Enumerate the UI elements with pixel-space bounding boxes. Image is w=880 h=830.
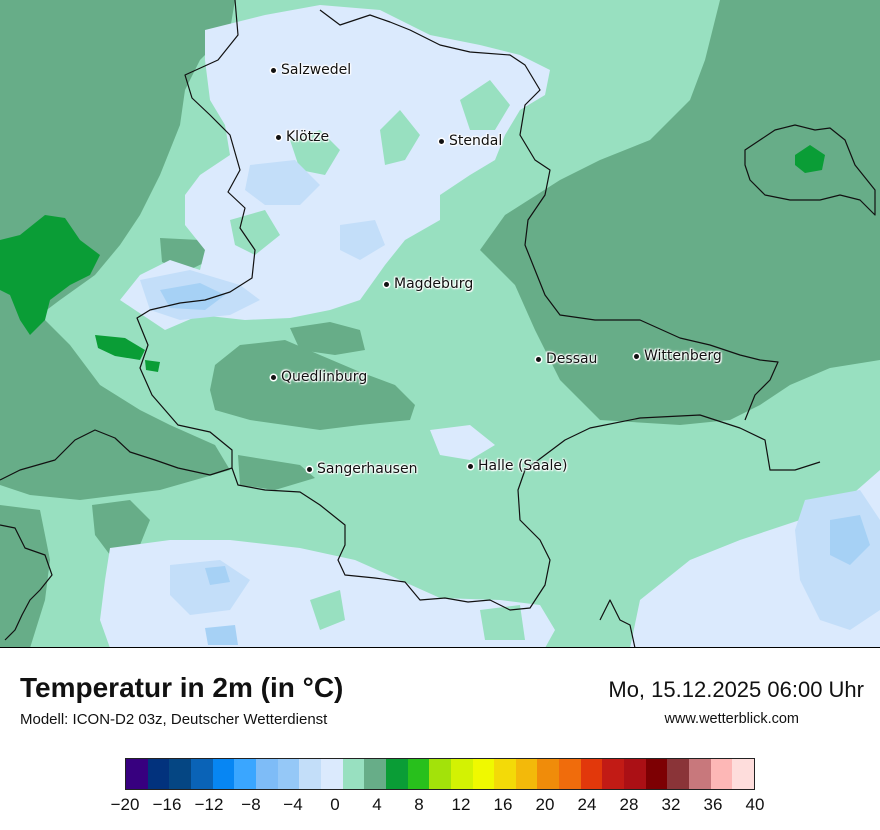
legend-swatch [515,759,538,789]
legend-swatch [407,759,430,789]
city-magdeburg[interactable]: Magdeburg [384,276,473,292]
legend-swatch [602,759,625,789]
cool-areas [160,283,870,645]
legend-swatch [169,759,191,789]
city-label: Halle (Saale) [478,458,568,474]
temperature-field [0,0,880,647]
forecast-datetime: Mo, 15.12.2025 06:00 Uhr [608,677,864,702]
legend-swatch [472,759,495,789]
color-legend [125,758,755,790]
legend-ticks: −20 −16 −12 −8 −4 0 4 8 12 16 20 24 28 32 36 40 [0,795,880,819]
legend-tick-label: −8 [241,795,261,814]
legend-swatch [580,759,603,789]
city-salzwedel[interactable]: Salzwedel [271,62,351,78]
legend-swatch [190,759,213,789]
city-marker-icon [439,138,444,144]
legend-tick-label: 0 [330,795,340,814]
legend-tick-label: −12 [194,795,224,814]
mild-pockets [230,80,525,640]
legend-swatch [732,759,755,789]
city-wittenberg[interactable]: Wittenberg [634,348,722,364]
city-label: Wittenberg [644,348,722,364]
legend-swatch [147,759,170,789]
city-marker-icon [634,353,639,359]
legend-tick-label: 12 [451,795,471,814]
legend-tick-label: −4 [283,795,303,814]
city-halle[interactable]: Halle (Saale) [468,458,567,474]
legend-swatch [450,759,473,789]
city-label: Quedlinburg [281,369,368,385]
legend-tick-label: 32 [661,795,681,814]
legend-tick-label: 36 [703,795,723,814]
legend-swatch [342,759,365,789]
city-marker-icon [271,67,276,73]
legend-swatch [277,759,300,789]
legend-swatch [255,759,278,789]
city-label: Magdeburg [394,276,474,292]
city-label: Dessau [546,351,598,367]
city-marker-icon [271,374,276,380]
city-marker-icon [468,463,473,469]
legend-tick-label: 24 [577,795,597,814]
city-dessau[interactable]: Dessau [536,351,597,367]
legend-swatch [234,759,256,789]
legend-swatch [429,759,451,789]
legend-tick-label: 8 [414,795,424,814]
medium-areas [0,0,880,647]
city-sangerhausen[interactable]: Sangerhausen [307,461,417,477]
city-label: Stendal [449,133,503,149]
legend-swatch [645,759,668,789]
city-label: Sangerhausen [317,461,418,477]
legend-swatch [667,759,690,789]
legend-tick-label: −20 [110,795,140,814]
warm-areas [0,145,825,372]
legend-tick-label: 16 [493,795,513,814]
city-marker-icon [536,356,541,362]
legend-swatch [559,759,581,789]
legend-tick-label: −16 [152,795,182,814]
temperature-map[interactable]: Salzwedel Klötze Stendal Magdeburg Dessa… [0,0,880,648]
legend-swatch [710,759,733,789]
city-marker-icon [307,466,312,472]
legend-tick-label: 20 [535,795,555,814]
legend-swatch [364,759,386,789]
legend-swatch [126,759,148,789]
model-source: Modell: ICON-D2 03z, Deutscher Wetterdie… [20,711,328,728]
city-marker-icon [276,134,281,140]
legend-tick-label: 4 [372,795,382,814]
legend-tick-label: 40 [745,795,765,814]
city-quedlinburg[interactable]: Quedlinburg [271,369,367,385]
website-link[interactable]: www.wetterblick.com [664,711,799,727]
legend-swatch [320,759,343,789]
legend-swatch [689,759,711,789]
city-label: Klötze [286,129,330,145]
state-borders [0,0,876,647]
legend-swatch [624,759,646,789]
city-kloetze[interactable]: Klötze [276,129,329,145]
legend-swatch [385,759,408,789]
legend-swatch [494,759,516,789]
legend-swatch [212,759,235,789]
city-marker-icon [384,281,389,287]
map-title: Temperatur in 2m (in °C) [20,672,344,703]
legend-tick-label: 28 [619,795,639,814]
city-label: Salzwedel [281,62,352,78]
legend-swatch [537,759,560,789]
city-stendal[interactable]: Stendal [439,133,502,149]
legend-swatch [299,759,321,789]
